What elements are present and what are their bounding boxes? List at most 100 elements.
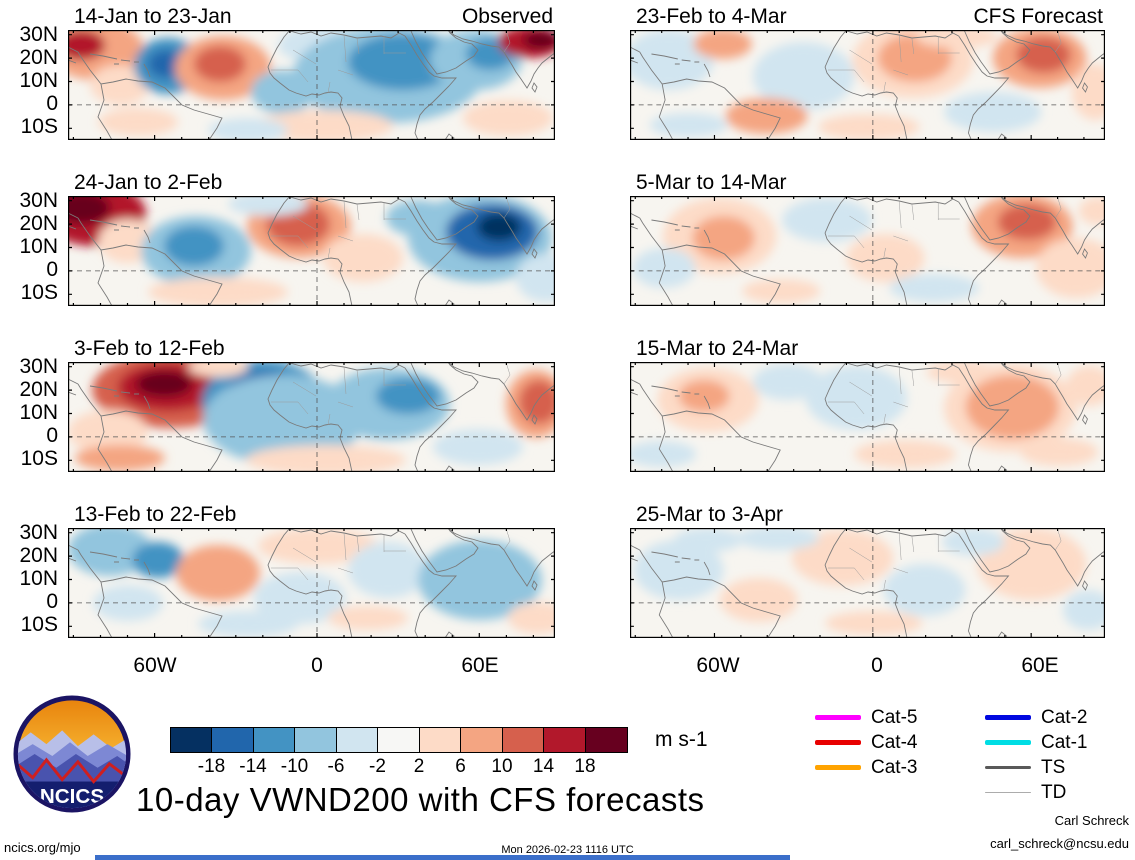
column-heading-forecast: CFS Forecast <box>973 5 1103 28</box>
colorbar: -18 -14 -10 -6 -2 2 6 10 14 18 <box>170 727 630 779</box>
map-panel: 13-Feb to 22-Feb <box>68 502 555 638</box>
legend-item: Cat-1 <box>985 730 1087 755</box>
x-axis-labels: 60W 0 60E <box>630 648 1105 680</box>
map-canvas <box>68 196 555 306</box>
colorbar-cell <box>171 728 213 752</box>
colorbar-tick-label: -6 <box>327 756 345 777</box>
y-axis-labels: 30N 20N 10N 0 10S <box>2 356 62 472</box>
map-canvas <box>630 528 1105 638</box>
colorbar-cell <box>336 728 379 752</box>
x-tick-label: 0 <box>871 654 883 677</box>
colorbar-cell <box>461 728 503 752</box>
colorbar-cell <box>544 728 586 752</box>
legend-label: TD <box>1041 781 1067 803</box>
map-panel: 25-Mar to 3-Apr <box>630 502 1105 638</box>
x-axis-labels: 60W 0 60E <box>68 648 555 680</box>
logo-zigzag <box>17 757 126 784</box>
map-panel: 3-Feb to 12-Feb <box>68 336 555 472</box>
legend-item: TD <box>985 780 1087 805</box>
y-tick-label: 10S <box>20 281 58 304</box>
colorbar-tick-label: -10 <box>280 756 309 777</box>
y-tick-label: 30N <box>19 189 58 212</box>
colorbar-cell <box>295 728 337 752</box>
x-tick-label: 60E <box>461 654 499 677</box>
y-tick-label: 0 <box>46 590 58 613</box>
legend-col-1: Cat-5 Cat-4 Cat-3 <box>815 705 917 780</box>
legend-label: Cat-2 <box>1041 706 1088 728</box>
map-canvas <box>630 362 1105 472</box>
legend-item: Cat-3 <box>815 755 917 780</box>
y-tick-label: 0 <box>46 424 58 447</box>
map-canvas <box>68 528 555 638</box>
legend-label: TS <box>1041 756 1066 778</box>
legend-item: Cat-5 <box>815 705 917 730</box>
colorbar-cell <box>502 728 545 752</box>
colorbar-tick-label: 10 <box>491 756 513 777</box>
panel-title: 25-Mar to 3-Apr <box>636 503 784 526</box>
x-tick-label: 60W <box>696 654 740 677</box>
legend-line-swatch <box>815 740 861 745</box>
colorbar-tick-label: -14 <box>239 756 267 777</box>
map-canvas <box>630 196 1105 306</box>
colorbar-cell <box>212 728 254 752</box>
legend-label: Cat-3 <box>871 756 918 778</box>
map-panel: 14-Jan to 23-Jan Observed <box>68 4 555 140</box>
y-tick-label: 30N <box>19 521 58 544</box>
bottom-accent-bar <box>95 855 790 860</box>
colorbar-units: m s-1 <box>655 728 708 751</box>
colorbar-cells <box>170 727 628 753</box>
map-panel: 23-Feb to 4-Mar CFS Forecast <box>630 4 1105 140</box>
map-panel: 15-Mar to 24-Mar <box>630 336 1105 472</box>
y-tick-label: 20N <box>19 544 58 567</box>
legend-line-swatch <box>985 791 1031 794</box>
y-tick-label: 10N <box>19 69 58 92</box>
y-axis-labels: 30N 20N 10N 0 10S <box>2 522 62 638</box>
legend-label: Cat-1 <box>1041 731 1088 753</box>
panel-title: 15-Mar to 24-Mar <box>636 337 799 360</box>
y-tick-label: 30N <box>19 23 58 46</box>
page-title: 10-day VWND200 with CFS forecasts <box>136 781 705 818</box>
y-tick-label: 20N <box>19 378 58 401</box>
legend-col-2: Cat-2 Cat-1 TS TD <box>985 705 1087 805</box>
footer-site-link[interactable]: ncics.org/mjo <box>4 840 81 855</box>
panel-title: 14-Jan to 23-Jan <box>74 5 232 28</box>
y-tick-label: 10S <box>20 447 58 470</box>
column-heading-observed: Observed <box>461 5 553 28</box>
y-tick-label: 10N <box>19 401 58 424</box>
y-tick-label: 10S <box>20 115 58 138</box>
x-tick-label: 0 <box>311 654 323 677</box>
panel-title: 23-Feb to 4-Mar <box>636 5 787 28</box>
colorbar-cell <box>253 728 296 752</box>
map-panel: 24-Jan to 2-Feb <box>68 170 555 306</box>
footer-timestamp: Mon 2026-02-23 1116 UTC <box>501 844 634 856</box>
legend-line-swatch <box>985 715 1031 720</box>
panel-title: 3-Feb to 12-Feb <box>74 337 225 360</box>
x-tick-label: 60E <box>1021 654 1059 677</box>
colorbar-cell <box>378 728 420 752</box>
y-tick-label: 30N <box>19 355 58 378</box>
map-canvas <box>630 30 1105 140</box>
colorbar-labels: -18 -14 -10 -6 -2 2 6 10 14 18 <box>170 753 630 779</box>
y-tick-label: 10N <box>19 567 58 590</box>
y-tick-label: 20N <box>19 212 58 235</box>
y-tick-label: 0 <box>46 92 58 115</box>
y-tick-label: 10S <box>20 613 58 636</box>
y-tick-label: 10N <box>19 235 58 258</box>
colorbar-tick-label: 14 <box>532 756 555 777</box>
legend-line-swatch <box>815 765 861 770</box>
legend-line-swatch <box>815 715 861 720</box>
x-tick-label: 60W <box>133 654 177 677</box>
panel-title: 24-Jan to 2-Feb <box>74 171 223 194</box>
y-tick-label: 0 <box>46 258 58 281</box>
map-panel: 5-Mar to 14-Mar <box>630 170 1105 306</box>
credit-name: Carl Schreck <box>1054 813 1129 828</box>
colorbar-cell <box>419 728 462 752</box>
legend-item: TS <box>985 755 1087 780</box>
colorbar-tick-label: 18 <box>574 756 596 777</box>
y-axis-labels: 30N 20N 10N 0 10S <box>2 24 62 140</box>
legend-line-swatch <box>985 766 1031 769</box>
legend-item: Cat-4 <box>815 730 917 755</box>
map-canvas <box>68 362 555 472</box>
legend-label: Cat-5 <box>871 706 918 728</box>
ncics-logo: NCICS <box>13 695 131 818</box>
